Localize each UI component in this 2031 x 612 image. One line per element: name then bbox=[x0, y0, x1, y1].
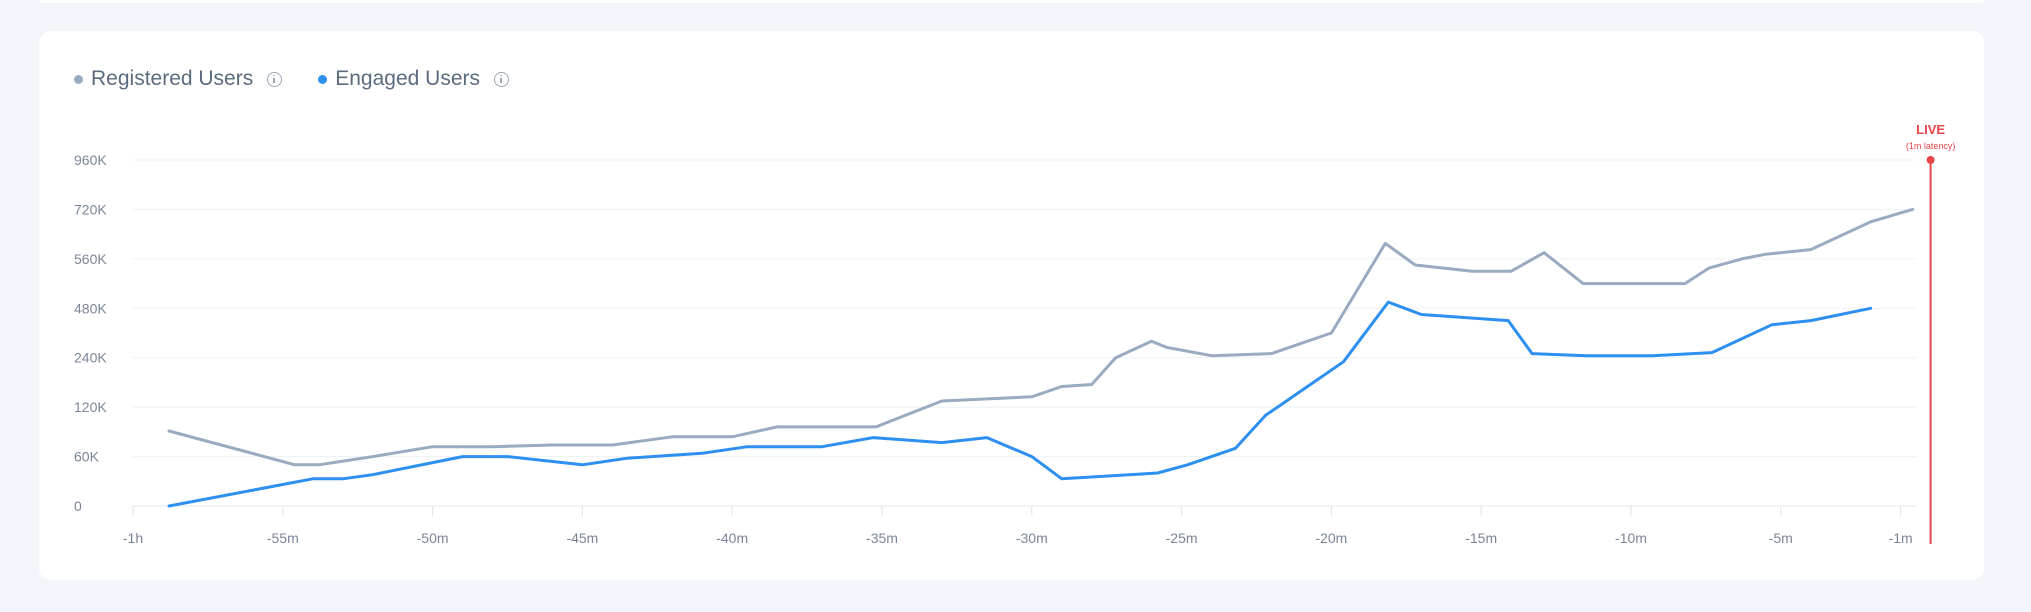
legend-item-engaged-users[interactable]: Engaged Users bbox=[318, 67, 509, 91]
engaged-users-dot bbox=[318, 74, 328, 84]
y-tick-label: 960K bbox=[74, 152, 107, 168]
top-panel-edge bbox=[39, 0, 1984, 3]
legend-label-registered-users: Registered Users bbox=[91, 67, 254, 90]
x-tick-label: -10m bbox=[1615, 530, 1647, 546]
y-tick-label: 720K bbox=[74, 201, 107, 217]
series-line-registered-users bbox=[167, 207, 1915, 467]
x-tick-label: -1h bbox=[123, 530, 143, 546]
legend-item-registered-users[interactable]: Registered Users bbox=[74, 67, 283, 91]
x-tick-label: -55m bbox=[267, 530, 299, 546]
x-tick-label: -20m bbox=[1315, 530, 1347, 546]
y-tick-label: 560K bbox=[74, 251, 107, 267]
y-tick-label: 240K bbox=[74, 350, 107, 366]
x-tick-label: -45m bbox=[566, 530, 598, 546]
x-tick-label: -40m bbox=[716, 530, 748, 546]
y-tick-label: 60K bbox=[74, 449, 100, 465]
chart-card bbox=[39, 31, 1984, 580]
x-tick-label: -30m bbox=[1016, 530, 1048, 546]
live-latency-label: (1m latency) bbox=[1906, 141, 1956, 151]
legend-label-engaged-users: Engaged Users bbox=[335, 67, 480, 90]
x-tick-label: -15m bbox=[1465, 530, 1497, 546]
y-tick-label: 120K bbox=[74, 399, 107, 415]
chart-legend: Registered Users Engaged Users bbox=[74, 64, 509, 94]
y-tick-label: 0 bbox=[74, 498, 82, 514]
x-tick-label: -35m bbox=[866, 530, 898, 546]
info-icon[interactable] bbox=[267, 71, 283, 87]
series-line-engaged-users bbox=[167, 300, 1873, 508]
registered-users-dot bbox=[74, 74, 83, 84]
x-tick-label: -25m bbox=[1166, 530, 1198, 546]
x-tick-label: -50m bbox=[417, 530, 449, 546]
info-icon[interactable] bbox=[494, 71, 509, 87]
x-tick-label: -5m bbox=[1769, 530, 1793, 546]
live-label: LIVE bbox=[1916, 122, 1945, 137]
y-tick-label: 480K bbox=[74, 300, 107, 316]
live-marker-dot bbox=[1926, 156, 1935, 164]
x-tick-label: -1m bbox=[1889, 530, 1913, 546]
